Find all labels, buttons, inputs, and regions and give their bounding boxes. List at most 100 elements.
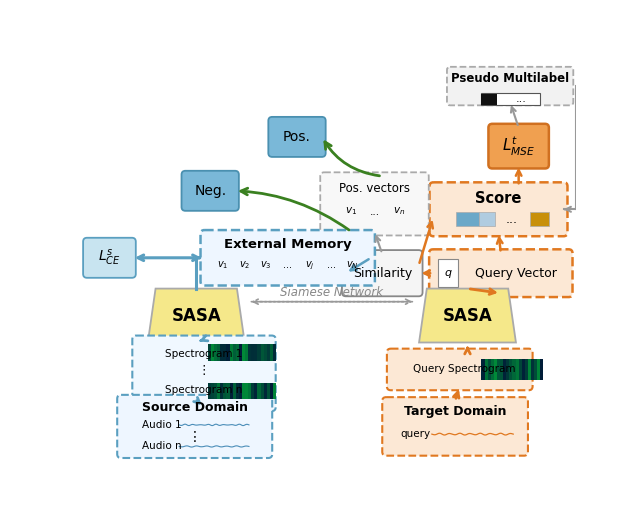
- Bar: [242, 382, 245, 399]
- Bar: [481, 93, 540, 105]
- Bar: [208, 382, 211, 399]
- Bar: [236, 344, 239, 361]
- Bar: [211, 382, 214, 399]
- Text: Audio 1: Audio 1: [142, 420, 182, 430]
- FancyBboxPatch shape: [132, 335, 276, 411]
- Bar: [220, 344, 223, 361]
- Bar: [534, 359, 537, 380]
- FancyBboxPatch shape: [83, 238, 136, 278]
- FancyBboxPatch shape: [200, 230, 375, 286]
- Text: Pos.: Pos.: [283, 130, 311, 144]
- Bar: [456, 212, 479, 226]
- Text: Spectrogram n: Spectrogram n: [165, 385, 243, 395]
- Text: SASA: SASA: [443, 307, 492, 325]
- Text: Siamese Network: Siamese Network: [280, 286, 383, 299]
- FancyBboxPatch shape: [117, 395, 272, 458]
- FancyBboxPatch shape: [182, 171, 239, 211]
- Bar: [242, 344, 245, 361]
- Bar: [217, 382, 220, 399]
- FancyBboxPatch shape: [268, 117, 326, 157]
- Bar: [245, 382, 248, 399]
- Text: $L^t_{MSE}$: $L^t_{MSE}$: [502, 135, 535, 158]
- Bar: [500, 359, 503, 380]
- Text: $L^s_{CE}$: $L^s_{CE}$: [98, 248, 121, 268]
- Bar: [267, 344, 270, 361]
- Text: ...: ...: [326, 261, 335, 270]
- FancyBboxPatch shape: [342, 250, 422, 296]
- Bar: [245, 344, 248, 361]
- Bar: [481, 359, 484, 380]
- Bar: [481, 94, 497, 104]
- Text: $v_3$: $v_3$: [260, 260, 272, 271]
- Text: query: query: [401, 429, 431, 439]
- Text: $v_2$: $v_2$: [239, 260, 250, 271]
- Bar: [214, 382, 217, 399]
- Bar: [227, 344, 230, 361]
- Text: Similarity: Similarity: [353, 267, 412, 280]
- Bar: [270, 382, 273, 399]
- Text: Pos. vectors: Pos. vectors: [339, 182, 410, 195]
- Bar: [491, 359, 494, 380]
- Bar: [273, 344, 276, 361]
- Bar: [233, 382, 236, 399]
- Bar: [248, 382, 252, 399]
- Bar: [257, 344, 260, 361]
- Bar: [248, 344, 252, 361]
- FancyBboxPatch shape: [382, 397, 528, 456]
- Text: Source Domain: Source Domain: [141, 401, 248, 414]
- Bar: [497, 359, 500, 380]
- Text: Spectrogram 1: Spectrogram 1: [165, 349, 243, 359]
- Bar: [506, 359, 509, 380]
- FancyBboxPatch shape: [320, 173, 429, 236]
- Bar: [230, 382, 233, 399]
- Bar: [494, 359, 497, 380]
- Bar: [257, 382, 260, 399]
- FancyBboxPatch shape: [387, 349, 532, 390]
- Text: SASA: SASA: [172, 307, 221, 325]
- Bar: [264, 344, 267, 361]
- Bar: [270, 344, 273, 361]
- Text: Query Spectrogram: Query Spectrogram: [413, 365, 516, 374]
- Bar: [518, 359, 522, 380]
- Text: q: q: [444, 268, 451, 278]
- Bar: [540, 359, 543, 380]
- Text: Neg.: Neg.: [194, 184, 227, 198]
- Bar: [525, 359, 528, 380]
- Bar: [233, 344, 236, 361]
- Bar: [503, 359, 506, 380]
- Bar: [273, 382, 276, 399]
- Bar: [254, 382, 257, 399]
- Bar: [484, 359, 488, 380]
- Bar: [239, 344, 242, 361]
- Bar: [211, 344, 214, 361]
- Text: $v_N$: $v_N$: [346, 260, 359, 271]
- Bar: [208, 344, 211, 361]
- Bar: [528, 359, 531, 380]
- Text: Score: Score: [476, 191, 522, 206]
- Bar: [264, 382, 267, 399]
- Bar: [236, 382, 239, 399]
- Bar: [239, 382, 242, 399]
- FancyBboxPatch shape: [488, 124, 549, 168]
- Text: Query Vector: Query Vector: [476, 267, 557, 280]
- Bar: [252, 344, 254, 361]
- Bar: [537, 359, 540, 380]
- Bar: [509, 359, 513, 380]
- Bar: [513, 359, 516, 380]
- Bar: [522, 359, 525, 380]
- Text: ⋮: ⋮: [198, 365, 211, 377]
- Text: Target Domain: Target Domain: [404, 404, 506, 417]
- Bar: [252, 382, 254, 399]
- Bar: [214, 344, 217, 361]
- Bar: [531, 359, 534, 380]
- Text: ...: ...: [284, 261, 292, 270]
- FancyBboxPatch shape: [438, 260, 458, 287]
- Bar: [227, 382, 230, 399]
- Bar: [267, 382, 270, 399]
- FancyBboxPatch shape: [447, 67, 573, 105]
- Text: External Memory: External Memory: [224, 238, 351, 251]
- FancyBboxPatch shape: [429, 249, 573, 297]
- Polygon shape: [148, 289, 244, 343]
- Bar: [260, 344, 264, 361]
- Text: Pseudo Multilabel: Pseudo Multilabel: [451, 72, 569, 85]
